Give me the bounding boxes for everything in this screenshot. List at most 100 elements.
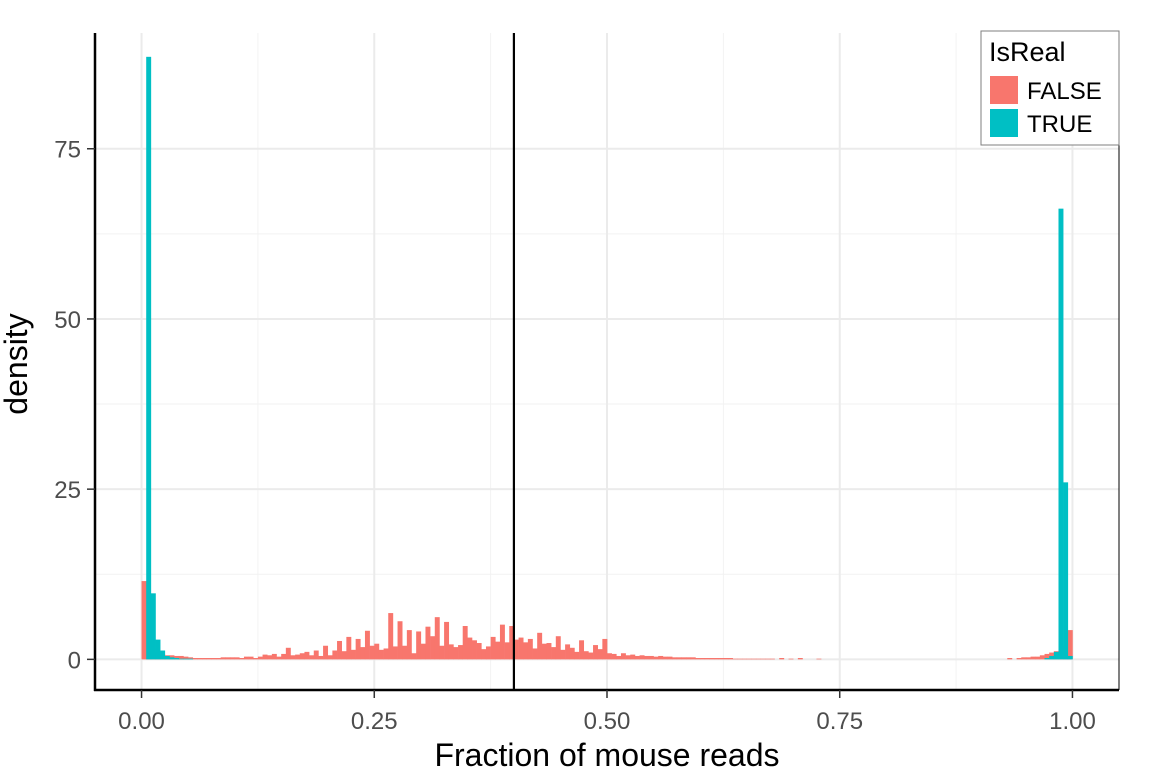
bar-false bbox=[346, 636, 352, 660]
bar-false bbox=[220, 657, 226, 660]
bar-false bbox=[737, 658, 743, 660]
bar-false bbox=[569, 647, 575, 660]
bar-false bbox=[634, 655, 640, 660]
bar-false bbox=[509, 626, 515, 660]
bar-false bbox=[686, 657, 692, 660]
bar-false bbox=[523, 642, 529, 660]
bar-true bbox=[1058, 208, 1064, 660]
bar-true bbox=[178, 658, 184, 660]
bar-false bbox=[481, 649, 487, 660]
bar-false bbox=[611, 653, 617, 660]
bar-false bbox=[718, 658, 724, 660]
bar-false bbox=[709, 658, 715, 660]
bar-false bbox=[430, 636, 436, 660]
bar-false bbox=[211, 658, 217, 660]
bar-false bbox=[616, 655, 622, 660]
bar-false bbox=[392, 646, 398, 660]
bar-false bbox=[262, 654, 268, 660]
bar-true bbox=[1053, 651, 1059, 660]
bar-false bbox=[374, 643, 380, 660]
grid-lines bbox=[95, 33, 1119, 690]
bar-false bbox=[458, 645, 463, 660]
bar-false bbox=[309, 655, 315, 660]
bar-false bbox=[197, 658, 203, 660]
y-axis-ticks: 0 25 50 75 bbox=[54, 137, 95, 674]
bar-true bbox=[146, 56, 152, 660]
bar-false bbox=[690, 657, 696, 660]
bar-false bbox=[406, 630, 412, 660]
legend-title: IsReal bbox=[989, 37, 1066, 67]
bar-false bbox=[541, 643, 547, 660]
bar-false bbox=[769, 658, 775, 660]
x-tick-label: 0.50 bbox=[584, 708, 631, 735]
bar-false bbox=[243, 656, 249, 660]
bar-false bbox=[579, 640, 585, 660]
bar-false bbox=[565, 644, 571, 660]
bar-true bbox=[150, 593, 156, 660]
y-tick-label: 25 bbox=[54, 477, 81, 504]
bar-false bbox=[630, 654, 636, 660]
bar-false bbox=[472, 640, 477, 660]
y-tick-label: 50 bbox=[54, 307, 81, 334]
x-axis-title: Fraction of mouse reads bbox=[434, 737, 779, 768]
bar-false bbox=[597, 649, 603, 660]
bar-false bbox=[755, 658, 761, 660]
bar-false bbox=[723, 658, 729, 660]
bar-false bbox=[327, 655, 333, 660]
bar-false bbox=[434, 617, 440, 660]
bar-false bbox=[760, 658, 766, 660]
bar-false bbox=[527, 638, 533, 660]
bar-false bbox=[383, 648, 389, 660]
bar-false bbox=[676, 657, 682, 660]
bar-false bbox=[397, 621, 403, 660]
bar-false bbox=[560, 649, 566, 660]
bar-false bbox=[257, 656, 263, 660]
bar-false bbox=[672, 657, 678, 660]
bar-false bbox=[337, 640, 342, 660]
bar-false bbox=[1007, 658, 1013, 660]
bar-false bbox=[183, 656, 189, 660]
bar-false bbox=[1016, 658, 1022, 660]
bar-false bbox=[583, 651, 589, 660]
bar-false bbox=[141, 581, 147, 660]
bar-false bbox=[695, 658, 701, 660]
y-tick-label: 75 bbox=[54, 137, 81, 164]
bar-false bbox=[653, 656, 659, 660]
bar-false bbox=[378, 649, 384, 660]
bar-false bbox=[588, 652, 594, 660]
bar-false bbox=[765, 658, 771, 660]
bar-false bbox=[402, 645, 408, 660]
bar-false bbox=[797, 658, 803, 660]
bar-false bbox=[285, 647, 291, 660]
bar-false bbox=[779, 658, 785, 660]
bar-false bbox=[667, 656, 673, 660]
bar-false bbox=[420, 643, 426, 660]
bar-false bbox=[188, 657, 194, 660]
x-tick-label: 1.00 bbox=[1049, 708, 1096, 735]
bar-false bbox=[788, 658, 794, 660]
bar-false bbox=[644, 655, 650, 660]
bar-false bbox=[225, 657, 231, 660]
bar-false bbox=[281, 653, 287, 660]
bar-false bbox=[351, 649, 356, 660]
bar-false bbox=[425, 626, 431, 660]
bar-false bbox=[532, 648, 538, 660]
bar-false bbox=[1044, 653, 1050, 660]
bar-false bbox=[453, 647, 459, 660]
bar-false bbox=[313, 650, 319, 660]
legend: IsReal FALSE TRUE bbox=[980, 30, 1120, 146]
bar-false bbox=[444, 621, 450, 660]
bar-false bbox=[639, 655, 645, 660]
x-tick-label: 0.25 bbox=[351, 708, 398, 735]
bar-false bbox=[746, 658, 752, 660]
bar-false bbox=[518, 637, 524, 660]
bar-false bbox=[499, 624, 505, 660]
bar-false bbox=[323, 645, 329, 660]
bar-false bbox=[462, 626, 468, 660]
bar-false bbox=[192, 658, 198, 660]
y-axis-title: density bbox=[0, 313, 34, 414]
bar-false bbox=[253, 658, 259, 660]
bar-true bbox=[1063, 482, 1069, 660]
